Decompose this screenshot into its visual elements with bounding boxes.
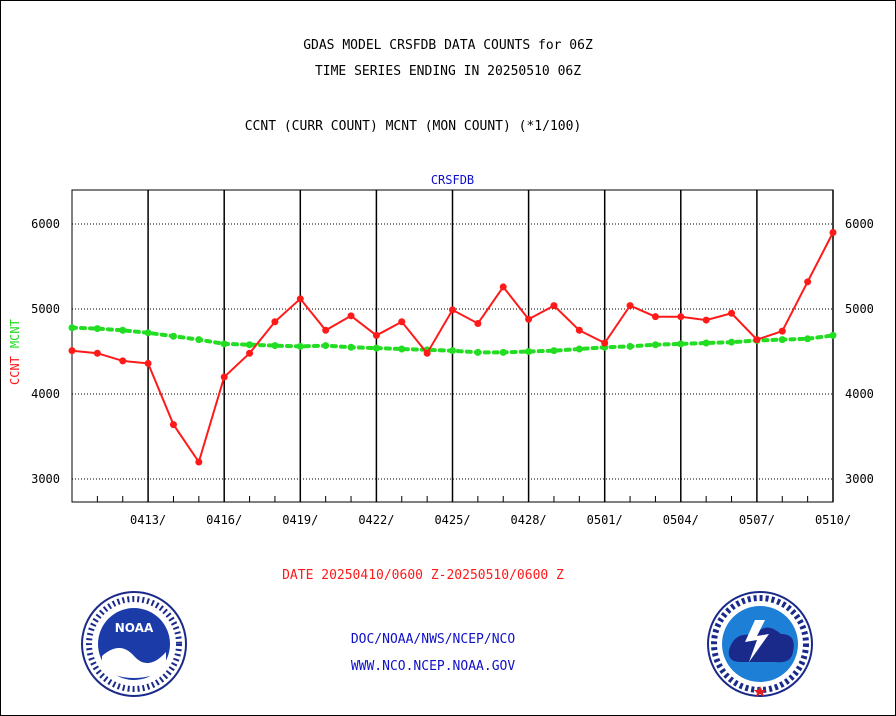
data-point-ccnt (372, 331, 380, 339)
x-tick-label: 0413/ (130, 513, 166, 527)
data-point-mcnt (499, 348, 507, 356)
x-axis-label: DATE 20250410/0600 Z-20250510/0600 Z (282, 568, 564, 583)
x-tick-label: 0504/ (663, 513, 699, 527)
data-point-ccnt (296, 295, 304, 303)
data-point-mcnt (372, 344, 380, 352)
plot-title: CRSFDB (431, 173, 474, 187)
data-point-mcnt (651, 341, 659, 349)
data-point-mcnt (702, 339, 710, 347)
data-point-mcnt (220, 340, 228, 348)
data-point-ccnt (626, 302, 634, 310)
noaa-logo-bird (102, 648, 166, 678)
data-point-mcnt (119, 326, 127, 334)
y-axis-label-ccnt: CCNT (8, 356, 22, 385)
x-tick-label: 0419/ (282, 513, 318, 527)
y-tick-label-left: 3000 (31, 472, 60, 486)
data-point-mcnt (778, 336, 786, 344)
data-point-ccnt (702, 316, 710, 324)
data-point-ccnt (753, 336, 761, 344)
data-point-mcnt (296, 342, 304, 350)
data-point-ccnt (398, 318, 406, 326)
data-point-mcnt (626, 342, 634, 350)
noaa-logo-lettering (86, 596, 182, 692)
data-point-mcnt (93, 325, 101, 333)
data-point-mcnt (195, 336, 203, 344)
data-point-mcnt (398, 345, 406, 353)
data-point-mcnt (449, 347, 456, 355)
data-point-mcnt (728, 338, 736, 346)
noaa-logo: NOAA (81, 591, 187, 697)
nws-logo-star (754, 686, 766, 697)
web-link[interactable]: WWW.NCO.NCEP.NOAA.GOV (350, 659, 516, 674)
data-point-mcnt (575, 345, 583, 353)
data-point-mcnt (144, 329, 152, 337)
data-point-ccnt (449, 306, 456, 314)
data-point-mcnt (804, 335, 812, 343)
data-point-mcnt (68, 324, 76, 332)
data-point-ccnt (322, 326, 330, 334)
data-point-ccnt (829, 229, 837, 237)
data-point-ccnt (804, 278, 812, 286)
data-point-ccnt (347, 312, 355, 320)
data-point-ccnt (525, 315, 533, 323)
data-point-mcnt (550, 347, 558, 355)
y-tick-label-left: 5000 (31, 302, 60, 316)
data-point-ccnt (499, 283, 507, 291)
y-tick-label-right: 3000 (845, 472, 874, 486)
data-point-ccnt (246, 349, 254, 357)
x-tick-label: 0428/ (511, 513, 547, 527)
y-tick-label-right: 6000 (845, 217, 874, 231)
y-tick-label-right: 4000 (845, 387, 874, 401)
data-point-ccnt (677, 313, 685, 321)
data-point-ccnt (93, 349, 101, 357)
x-tick-label: 0507/ (739, 513, 775, 527)
chart-subtitle: CCNT (CURR COUNT) MCNT (MON COUNT) (*1/1… (244, 119, 582, 134)
data-point-ccnt (550, 302, 558, 310)
org-link[interactable]: DOC/NOAA/NWS/NCEP/NCO (350, 632, 516, 647)
data-point-mcnt (525, 348, 533, 356)
y-tick-label-left: 4000 (31, 387, 60, 401)
data-point-mcnt (677, 340, 685, 348)
data-point-mcnt (474, 348, 482, 356)
data-point-ccnt (220, 373, 228, 381)
data-point-ccnt (423, 349, 431, 357)
data-point-mcnt (169, 332, 177, 340)
x-tick-label: 0425/ (434, 513, 470, 527)
y-tick-label-left: 6000 (31, 217, 60, 231)
data-point-ccnt (651, 313, 659, 321)
data-point-ccnt (778, 327, 786, 335)
data-point-mcnt (246, 341, 254, 349)
x-tick-label: 0501/ (587, 513, 623, 527)
x-tick-label: 0510/ (815, 513, 851, 527)
data-point-ccnt (575, 326, 583, 334)
data-point-ccnt (195, 458, 203, 466)
data-point-mcnt (347, 343, 355, 351)
nws-logo-cloud (728, 627, 794, 663)
chart-title-line2: TIME SERIES ENDING IN 20250510 06Z (314, 64, 582, 79)
nws-logo-lightning (745, 620, 769, 662)
noaa-logo-text: NOAA (115, 621, 154, 635)
y-axis-label-mcnt: MCNT (8, 319, 22, 348)
data-point-ccnt (119, 357, 127, 365)
y-axis-label: CCNT MCNT (8, 319, 22, 385)
data-point-ccnt (144, 359, 152, 367)
data-point-mcnt (322, 342, 330, 350)
data-point-ccnt (169, 421, 177, 429)
x-tick-label: 0422/ (358, 513, 394, 527)
y-tick-label-right: 5000 (845, 302, 874, 316)
data-point-mcnt (829, 331, 837, 339)
data-point-ccnt (68, 347, 76, 355)
data-point-ccnt (271, 318, 279, 326)
data-point-ccnt (728, 309, 736, 317)
data-point-ccnt (474, 319, 482, 327)
chart-title-line1: GDAS MODEL CRSFDB DATA COUNTS for 06Z (303, 38, 593, 53)
x-tick-label: 0416/ (206, 513, 242, 527)
data-point-mcnt (271, 342, 279, 350)
data-point-ccnt (601, 339, 609, 347)
nws-logo (707, 591, 813, 697)
